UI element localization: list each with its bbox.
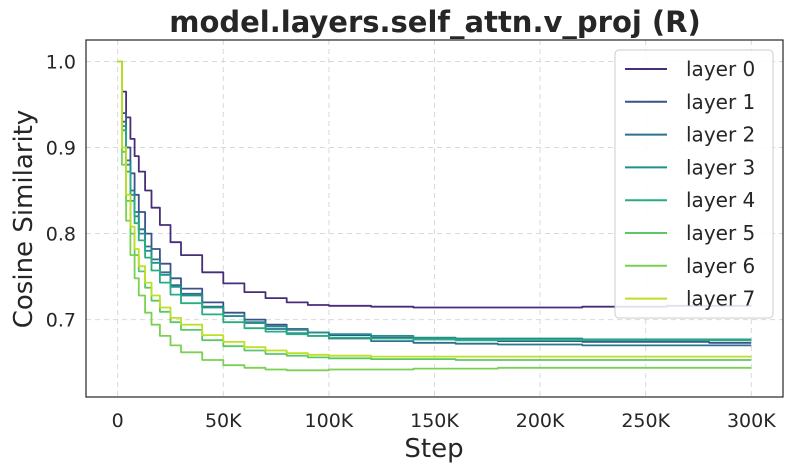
y-axis-ticks: 0.7 0.8 0.9 1.0	[46, 52, 76, 332]
x-tick-label: 50K	[205, 410, 242, 432]
x-tick-label: 0	[112, 410, 124, 432]
series-line-layer-6	[117, 60, 752, 372]
legend-label: layer 4	[686, 188, 755, 212]
y-tick-label: 0.8	[46, 224, 76, 246]
y-tick-label: 0.7	[46, 310, 76, 332]
series-group	[117, 60, 752, 372]
series-line-layer-0	[117, 60, 752, 309]
x-axis-ticks: 0 50K 100K 150K 200K 250K 300K	[112, 410, 777, 432]
legend-label: layer 6	[686, 254, 755, 278]
legend: layer 0 layer 1 layer 2 layer 3 layer 4 layer…	[614, 49, 774, 319]
x-tick-label: 150K	[410, 410, 459, 432]
legend-label: layer 5	[686, 221, 755, 245]
series-line-layer-7	[117, 60, 752, 358]
legend-label: layer 7	[686, 287, 755, 311]
legend-label: layer 0	[686, 57, 755, 81]
x-tick-label: 200K	[516, 410, 565, 432]
y-tick-label: 1.0	[46, 52, 76, 74]
x-tick-label: 250K	[621, 410, 670, 432]
chart-title: model.layers.self_attn.v_proj (R)	[169, 5, 701, 39]
x-axis-label: Step	[404, 434, 463, 464]
plot-area-frame	[85, 39, 784, 398]
legend-label: layer 1	[686, 90, 755, 114]
legend-label: layer 3	[686, 155, 755, 179]
legend-box	[614, 49, 774, 319]
y-axis-label: Cosine Similarity	[9, 110, 39, 329]
legend-label: layer 2	[686, 123, 755, 147]
series-line-layer-4	[117, 60, 752, 342]
x-tick-label: 300K	[727, 410, 776, 432]
y-tick-label: 0.9	[46, 138, 76, 160]
x-tick-label: 100K	[305, 410, 354, 432]
